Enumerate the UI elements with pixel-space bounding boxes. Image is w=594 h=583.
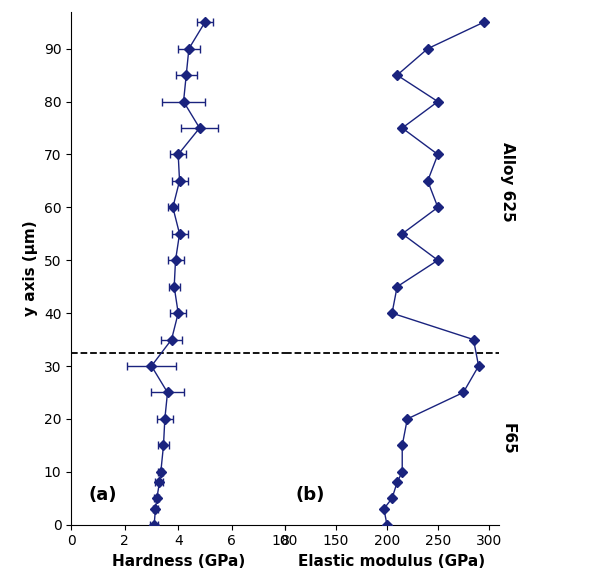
Text: (b): (b) (296, 486, 325, 504)
X-axis label: Hardness (GPa): Hardness (GPa) (112, 554, 245, 569)
Text: Alloy 625: Alloy 625 (500, 142, 516, 222)
Y-axis label: y axis (μm): y axis (μm) (23, 220, 39, 316)
X-axis label: Elastic modulus (GPa): Elastic modulus (GPa) (298, 554, 486, 569)
Text: F65: F65 (500, 423, 516, 455)
Text: (a): (a) (89, 486, 117, 504)
